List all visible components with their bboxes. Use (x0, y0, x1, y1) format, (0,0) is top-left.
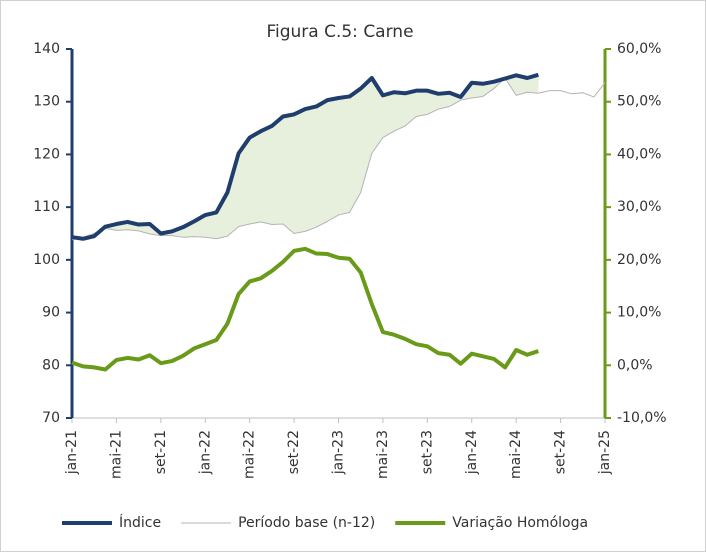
legend-label: Período base (n-12) (238, 515, 375, 531)
series-line (71, 77, 606, 241)
y-tick-label: 130 (33, 94, 60, 110)
y-tick-label: 70 (42, 410, 60, 426)
x-tick-label: mai-23 (375, 430, 391, 479)
y2-tick-label: 60,0% (617, 41, 661, 57)
y-tick-label: 80 (42, 357, 60, 373)
x-tick-label: mai-22 (242, 430, 258, 479)
x-tick-label: set-22 (286, 430, 302, 474)
x-tick-label: jan-21 (64, 430, 80, 475)
legend-label: Índice (119, 514, 161, 531)
x-tick-label: mai-24 (508, 430, 524, 479)
y2-tick-label: 40,0% (617, 146, 661, 162)
y2-tick-label: 20,0% (617, 252, 661, 268)
y2-tick-label: 30,0% (617, 199, 661, 215)
y-tick-label: 110 (33, 199, 60, 215)
x-tick-label: set-24 (553, 430, 569, 474)
x-tick-label: mai-21 (108, 430, 124, 479)
x-tick-label: set-23 (419, 430, 435, 474)
series-line (71, 246, 540, 372)
y-tick-label: 100 (33, 252, 60, 268)
x-tick-label: set-21 (153, 430, 169, 474)
x-tick-label: jan-23 (331, 430, 347, 475)
y2-tick-label: -10,0% (617, 410, 667, 426)
chart-title: Figura C.5: Carne (266, 22, 413, 42)
y2-tick-label: 50,0% (617, 94, 661, 110)
y2-tick-label: 0,0% (617, 357, 653, 373)
y-tick-label: 120 (33, 146, 60, 162)
y-tick-label: 90 (42, 305, 60, 321)
shaded-area (72, 74, 539, 240)
legend-label: Variação Homóloga (452, 515, 588, 531)
x-tick-label: jan-22 (197, 430, 213, 475)
y2-tick-label: 10,0% (617, 305, 661, 321)
x-tick-label: jan-24 (464, 430, 480, 475)
y-tick-label: 140 (33, 41, 60, 57)
x-tick-label: jan-25 (597, 430, 613, 475)
series-line (71, 72, 539, 241)
